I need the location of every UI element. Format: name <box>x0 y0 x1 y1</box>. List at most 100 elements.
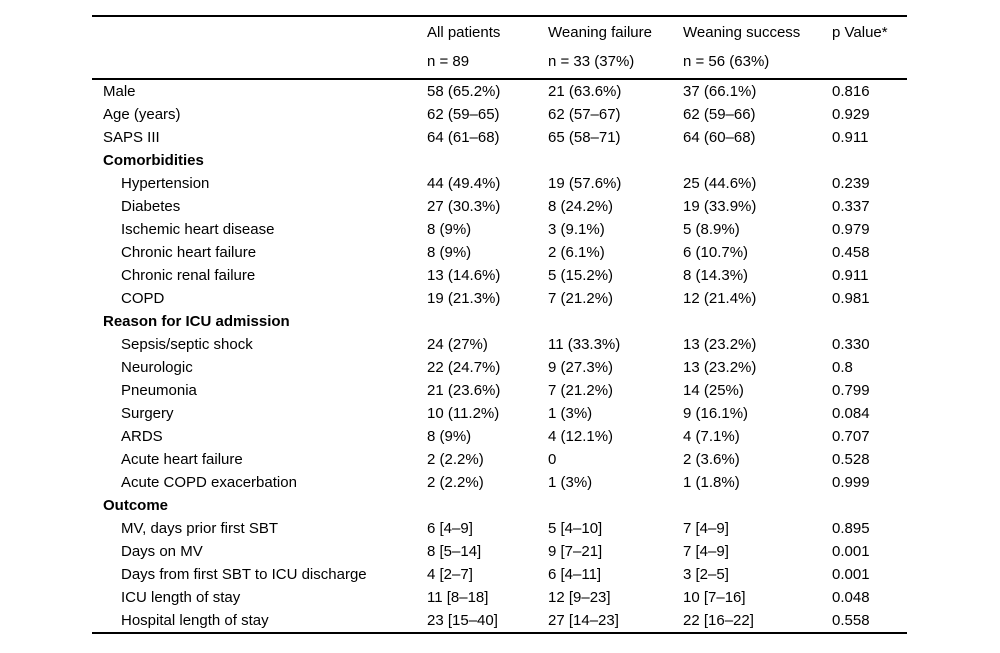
header-cell-weaning-failure: Weaning failure n = 33 (37%) <box>548 17 683 78</box>
cell-value: 8 (9%) <box>427 221 472 238</box>
cell-value: 6 [4–11] <box>548 566 602 583</box>
cell-value: 0.895 <box>832 520 870 537</box>
cell-value: 9 (27.3%) <box>548 359 614 376</box>
row-label: Comorbidities <box>103 152 204 169</box>
row-label: Chronic renal failure <box>121 267 256 284</box>
row-label: Sepsis/septic shock <box>121 336 253 353</box>
table-row: Sepsis/septic shock 24 (27%) 11 (33.3%) 13 … <box>92 333 907 356</box>
table-row: Age (years) 62 (59–65) 62 (57–67) 62 (59–66… <box>92 103 907 126</box>
row-label: Chronic heart failure <box>121 244 257 261</box>
cell-value: 13 (23.2%) <box>683 336 757 353</box>
header-cell-p-value: p Value* <box>832 17 907 78</box>
cell-value: 7 [4–9] <box>683 520 729 537</box>
table-body: Male 58 (65.2%) 21 (63.6%) 37 (66.1%) 0.816 A… <box>92 80 907 632</box>
cell-value: 0.929 <box>832 106 870 123</box>
cell-value: 27 (30.3%) <box>427 198 501 215</box>
cell-value: 7 [4–9] <box>683 543 729 560</box>
cell-value: 23 [15–40] <box>427 612 498 629</box>
cell-value: 7 (21.2%) <box>548 290 614 307</box>
header-sublabel: n = 33 (37%) <box>548 52 635 70</box>
cell-value: 7 (21.2%) <box>548 382 614 399</box>
row-label: SAPS III <box>103 129 160 146</box>
table-row: Pneumonia 21 (23.6%) 7 (21.2%) 14 (25%) 0.79… <box>92 379 907 402</box>
cell-value: 19 (57.6%) <box>548 175 622 192</box>
cell-value: 10 [7–16] <box>683 589 746 606</box>
cell-value: 0.337 <box>832 198 870 215</box>
header-sublabel: n = 56 (63%) <box>683 52 770 70</box>
cell-value: 64 (60–68) <box>683 129 756 146</box>
table-row: Chronic renal failure 13 (14.6%) 5 (15.2%)… <box>92 264 907 287</box>
table-row: Outcome <box>92 494 907 517</box>
cell-value: 8 (14.3%) <box>683 267 749 284</box>
row-label: Days from first SBT to ICU discharge <box>121 566 367 583</box>
cell-value: 19 (33.9%) <box>683 198 757 215</box>
row-label: Reason for ICU admission <box>103 313 290 330</box>
table-row: Days from first SBT to ICU discharge 4 [2… <box>92 563 907 586</box>
cell-value: 21 (23.6%) <box>427 382 501 399</box>
table-bottom-rule <box>92 632 907 634</box>
cell-value: 25 (44.6%) <box>683 175 757 192</box>
cell-value: 0.999 <box>832 474 870 491</box>
row-label: COPD <box>121 290 165 307</box>
cell-value: 0 <box>548 451 557 468</box>
table-row: Surgery 10 (11.2%) 1 (3%) 9 (16.1%) 0.084 <box>92 402 907 425</box>
header-sublabel: n = 89 <box>427 52 470 70</box>
row-label: Pneumonia <box>121 382 197 399</box>
cell-value: 27 [14–23] <box>548 612 619 629</box>
cell-value: 0.911 <box>832 267 869 284</box>
cell-value: 22 [16–22] <box>683 612 754 629</box>
cell-value: 8 [5–14] <box>427 543 482 560</box>
cell-value: 2 (2.2%) <box>427 474 484 491</box>
cell-value: 64 (61–68) <box>427 129 500 146</box>
cell-value: 5 (15.2%) <box>548 267 614 284</box>
cell-value: 0.911 <box>832 129 869 146</box>
row-label: Male <box>103 83 136 100</box>
cell-value: 22 (24.7%) <box>427 359 501 376</box>
row-label: Diabetes <box>121 198 181 215</box>
patient-characteristics-table: All patients n = 89 Weaning failure n = … <box>92 15 907 634</box>
cell-value: 5 [4–10] <box>548 520 603 537</box>
cell-value: 4 (12.1%) <box>548 428 614 445</box>
header-cell-all-patients: All patients n = 89 <box>427 17 548 78</box>
table-row: Acute COPD exacerbation 2 (2.2%) 1 (3%) 1 (… <box>92 471 907 494</box>
cell-value: 0.979 <box>832 221 870 238</box>
cell-value: 2 (2.2%) <box>427 451 484 468</box>
row-label: Acute heart failure <box>121 451 243 468</box>
cell-value: 3 (9.1%) <box>548 221 605 238</box>
table-top-rule <box>92 15 907 17</box>
cell-value: 0.239 <box>832 175 870 192</box>
cell-value: 0.001 <box>832 543 870 560</box>
table-row: COPD 19 (21.3%) 7 (21.2%) 12 (21.4%) 0.981 <box>92 287 907 310</box>
table-row: Ischemic heart disease 8 (9%) 3 (9.1%) 5 (8… <box>92 218 907 241</box>
cell-value: 13 (14.6%) <box>427 267 501 284</box>
table-row: Reason for ICU admission <box>92 310 907 333</box>
table-row: ICU length of stay 11 [8–18] 12 [9–23] 10 [… <box>92 586 907 609</box>
table-header-row: All patients n = 89 Weaning failure n = … <box>92 17 907 78</box>
header-label: p Value* <box>832 23 888 41</box>
cell-value: 0.799 <box>832 382 870 399</box>
cell-value: 4 (7.1%) <box>683 428 740 445</box>
cell-value: 62 (57–67) <box>548 106 621 123</box>
cell-value: 0.981 <box>832 290 870 307</box>
cell-value: 11 [8–18] <box>427 589 489 606</box>
header-label: All patients <box>427 23 501 41</box>
cell-value: 24 (27%) <box>427 336 488 353</box>
cell-value: 10 (11.2%) <box>427 405 500 422</box>
table-row: Neurologic 22 (24.7%) 9 (27.3%) 13 (23.2%) 0… <box>92 356 907 379</box>
table-row: Diabetes 27 (30.3%) 8 (24.2%) 19 (33.9%) 0.3… <box>92 195 907 218</box>
row-label: MV, days prior first SBT <box>121 520 278 537</box>
cell-value: 62 (59–66) <box>683 106 756 123</box>
header-label: Weaning success <box>683 23 801 41</box>
table-row: Hospital length of stay 23 [15–40] 27 [14–… <box>92 609 907 632</box>
cell-value: 0.707 <box>832 428 870 445</box>
cell-value: 19 (21.3%) <box>427 290 501 307</box>
cell-value: 11 (33.3%) <box>548 336 621 353</box>
cell-value: 0.458 <box>832 244 870 261</box>
cell-value: 14 (25%) <box>683 382 744 399</box>
cell-value: 1 (3%) <box>548 405 593 422</box>
cell-value: 2 (3.6%) <box>683 451 740 468</box>
table-row: Hypertension 44 (49.4%) 19 (57.6%) 25 (44.6… <box>92 172 907 195</box>
cell-value: 3 [2–5] <box>683 566 729 583</box>
table-row: ARDS 8 (9%) 4 (12.1%) 4 (7.1%) 0.707 <box>92 425 907 448</box>
table-row: SAPS III 64 (61–68) 65 (58–71) 64 (60–68) 0.… <box>92 126 907 149</box>
